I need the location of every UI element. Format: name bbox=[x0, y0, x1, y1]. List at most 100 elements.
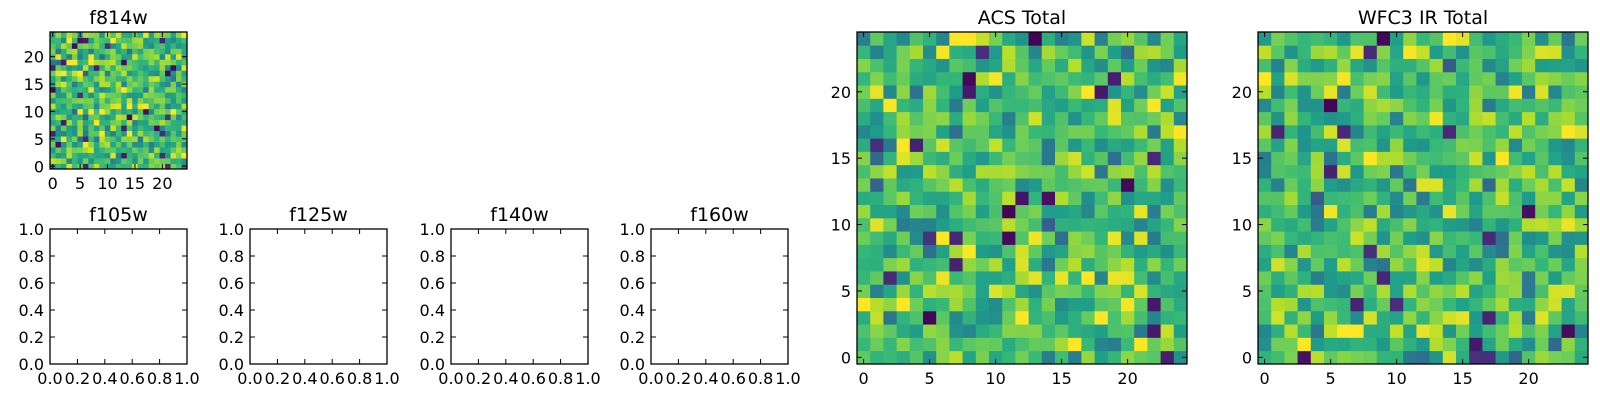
heatmap-cell bbox=[909, 151, 924, 166]
heatmap-cell bbox=[181, 42, 188, 49]
heatmap-cell bbox=[1561, 98, 1576, 113]
heatmap-cell bbox=[1173, 324, 1188, 338]
heatmap-cell bbox=[137, 70, 144, 77]
heatmap-cell bbox=[1173, 32, 1188, 46]
heatmap-cell bbox=[962, 111, 977, 126]
heatmap-cell bbox=[88, 114, 95, 121]
heatmap-cell bbox=[1002, 297, 1016, 312]
x-tick-label: 1.0 bbox=[374, 369, 399, 388]
heatmap-cell bbox=[1015, 45, 1029, 59]
heatmap-cell bbox=[1442, 32, 1457, 46]
heatmap-cell bbox=[50, 37, 56, 44]
heatmap-cell bbox=[143, 64, 150, 71]
heatmap-cell bbox=[936, 32, 950, 46]
heatmap-cell bbox=[66, 37, 73, 44]
heatmap-cell bbox=[1297, 337, 1312, 352]
heatmap-cell bbox=[181, 97, 188, 104]
heatmap-cell bbox=[110, 92, 117, 99]
heatmap-cell bbox=[88, 147, 95, 153]
heatmap-cell bbox=[159, 158, 166, 164]
heatmap-cell bbox=[1429, 297, 1444, 312]
heatmap-cell bbox=[82, 86, 89, 93]
y-tick-label: 15 bbox=[831, 149, 851, 168]
heatmap-cell bbox=[71, 136, 78, 142]
heatmap-cell bbox=[870, 271, 884, 285]
heatmap-cell bbox=[1574, 124, 1589, 139]
heatmap-cell bbox=[962, 71, 977, 86]
heatmap-cell bbox=[1350, 231, 1364, 245]
heatmap-cell bbox=[857, 271, 871, 285]
heatmap-cell bbox=[896, 297, 911, 312]
heatmap-cell bbox=[137, 53, 144, 60]
heatmap-cell bbox=[1574, 45, 1589, 59]
heatmap-cells-f814w bbox=[50, 32, 188, 170]
heatmap-cell bbox=[1469, 324, 1483, 338]
heatmap-cell bbox=[1147, 231, 1161, 245]
heatmap-cell bbox=[1002, 310, 1016, 325]
heatmap-cell bbox=[1297, 111, 1312, 126]
heatmap-cell bbox=[1134, 310, 1148, 325]
heatmap-cell bbox=[1535, 297, 1549, 312]
heatmap-cell bbox=[121, 81, 128, 88]
heatmap-cell bbox=[176, 92, 182, 99]
heatmap-cell bbox=[1134, 257, 1148, 272]
x-tick-label: 0.0 bbox=[37, 369, 62, 388]
heatmap-cell bbox=[104, 70, 111, 77]
heatmap-cell bbox=[1416, 350, 1430, 365]
heatmap-cell bbox=[104, 147, 111, 153]
axis-ticks-f105w: 0.0 0.2 0.4 0.6 0.8 1.00.00.20.40.60.81.0 bbox=[19, 220, 200, 388]
heatmap-cell bbox=[962, 151, 977, 166]
heatmap-cell bbox=[909, 85, 924, 99]
heatmap-cell bbox=[1015, 32, 1029, 46]
heatmap-cell bbox=[55, 130, 62, 137]
heatmap-cell bbox=[975, 191, 990, 206]
heatmap-cell bbox=[104, 141, 111, 148]
heatmap-cell bbox=[1271, 231, 1285, 245]
heatmap-cell bbox=[154, 147, 160, 153]
heatmap-cell bbox=[1121, 32, 1135, 46]
heatmap-cell bbox=[1160, 164, 1175, 179]
heatmap-cell bbox=[1456, 58, 1470, 73]
heatmap-cell bbox=[104, 92, 111, 99]
heatmap-cell bbox=[896, 191, 911, 206]
heatmap-cell bbox=[962, 58, 977, 73]
heatmap-cell bbox=[923, 257, 937, 272]
heatmap-cell bbox=[857, 45, 871, 59]
heatmap-cell bbox=[883, 337, 897, 352]
heatmap-cell bbox=[148, 108, 155, 115]
heatmap-cell bbox=[1522, 191, 1536, 206]
heatmap-cell bbox=[1429, 231, 1444, 245]
heatmap-cell bbox=[1015, 231, 1029, 245]
heatmap-cell bbox=[1574, 151, 1589, 166]
heatmap-cell bbox=[1094, 271, 1109, 285]
heatmap-cell bbox=[1337, 178, 1351, 192]
heatmap-cell bbox=[1160, 151, 1175, 166]
heatmap-cell bbox=[962, 271, 977, 285]
heatmap-cell bbox=[1271, 58, 1285, 73]
heatmap-cell bbox=[1403, 337, 1417, 352]
heatmap-cell bbox=[1535, 164, 1549, 179]
heatmap-cell bbox=[1284, 310, 1298, 325]
heatmap-cell bbox=[99, 48, 106, 55]
heatmap-cell bbox=[60, 130, 67, 137]
heatmap-cell bbox=[148, 97, 155, 104]
heatmap-cell bbox=[1561, 271, 1576, 285]
heatmap-cell bbox=[962, 231, 977, 245]
heatmap-cell bbox=[1297, 124, 1312, 139]
heatmap-cell bbox=[165, 42, 171, 49]
heatmap-cell bbox=[1160, 337, 1175, 352]
heatmap-cell bbox=[857, 204, 871, 219]
y-tick-label: 0.8 bbox=[620, 247, 645, 266]
heatmap-cell bbox=[1522, 244, 1536, 259]
heatmap-cell bbox=[1324, 58, 1338, 73]
heatmap-cell bbox=[1442, 297, 1457, 312]
heatmap-cell bbox=[121, 53, 128, 60]
heatmap-cell bbox=[1173, 98, 1188, 113]
heatmap-cell bbox=[99, 114, 106, 121]
x-tick-label: 0 bbox=[48, 174, 58, 193]
heatmap-cell bbox=[975, 138, 990, 152]
heatmap-cell bbox=[55, 42, 62, 49]
heatmap-cell bbox=[99, 92, 106, 99]
heatmap-cell bbox=[154, 37, 160, 44]
x-tick-label: 10 bbox=[1386, 369, 1406, 388]
